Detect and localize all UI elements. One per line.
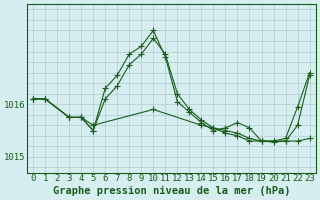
X-axis label: Graphe pression niveau de la mer (hPa): Graphe pression niveau de la mer (hPa) (52, 186, 290, 196)
